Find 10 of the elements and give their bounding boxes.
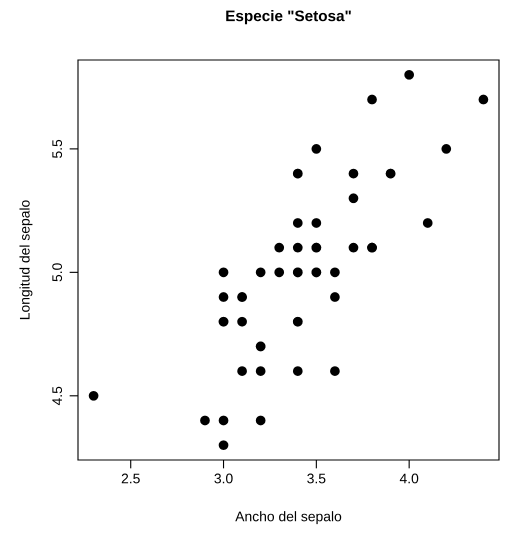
y-tick-label: 5.5 [52,140,62,158]
x-tick-label: 4.0 [400,474,418,484]
x-axis-title: Ancho del sepalo [235,511,342,524]
chart-title: Especie "Setosa" [226,10,351,24]
x-tick-label: 3.0 [214,474,233,484]
y-tick-label: 4.5 [52,386,62,406]
y-axis-title: Longitud del sepalo [19,200,32,320]
y-tick-label: 5.0 [52,263,62,282]
x-tick-label: 2.5 [122,474,140,484]
x-tick-label: 3.5 [307,474,326,484]
